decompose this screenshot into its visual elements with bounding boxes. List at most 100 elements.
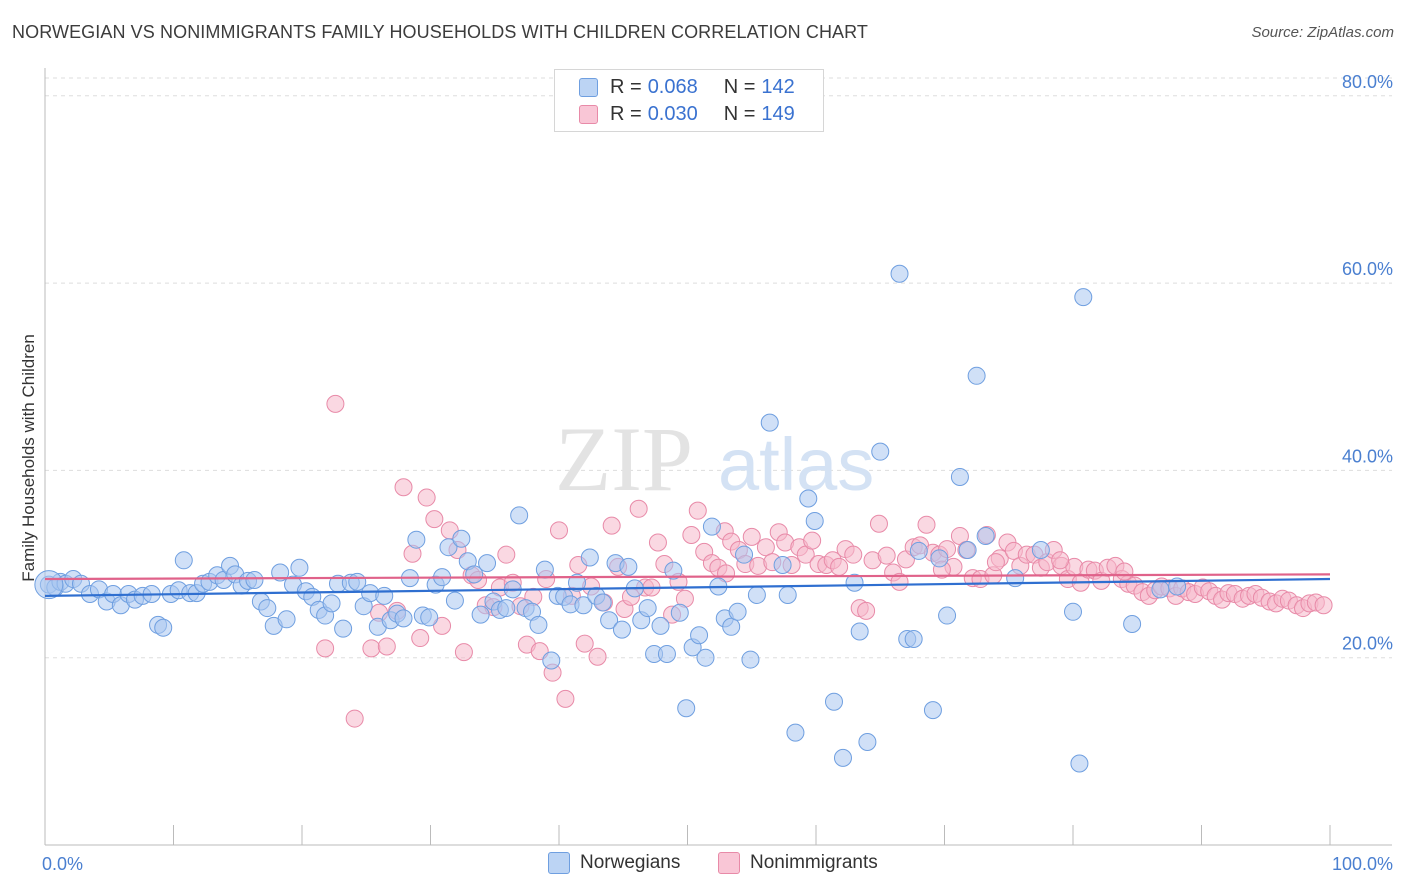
data-point-norwegians [760, 413, 779, 432]
legend-swatch-pink [579, 104, 598, 124]
data-point-norwegians [938, 606, 957, 625]
data-point-norwegians [950, 467, 969, 486]
series-legend: Norwegians Nonimmigrants [0, 852, 1406, 878]
data-point-nonimmigrants [394, 478, 413, 497]
data-point-nonimmigrants [917, 515, 936, 534]
data-point-nonimmigrants [857, 601, 876, 620]
legend-r-label: R = [610, 75, 642, 98]
legend-r-value: 0.030 [647, 102, 698, 125]
data-point-nonimmigrants [345, 709, 364, 728]
data-point-nonimmigrants [890, 572, 909, 591]
x-tick-label: 0.0% [42, 854, 83, 874]
data-point-nonimmigrants [588, 647, 607, 666]
data-point-nonimmigrants [877, 546, 896, 565]
data-point-norwegians [174, 551, 193, 570]
data-point-norwegians [1151, 580, 1170, 599]
data-point-nonimmigrants [575, 634, 594, 653]
data-point-nonimmigrants [602, 516, 621, 535]
data-point-norwegians [529, 615, 548, 634]
legend-label-nonimmigrants: Nonimmigrants [750, 852, 878, 873]
data-point-nonimmigrants [648, 533, 667, 552]
data-point-norwegians [452, 529, 471, 548]
data-point-norwegians [664, 561, 683, 580]
data-point-norwegians [580, 548, 599, 567]
data-point-nonimmigrants [682, 526, 701, 545]
data-point-norwegians [34, 570, 64, 600]
data-point-norwegians [904, 629, 923, 648]
legend-row-nonimmigrants: R = 0.030 N = 149 [579, 101, 795, 127]
data-point-norwegians [923, 701, 942, 720]
trend-lines [44, 573, 1331, 597]
data-point-norwegians [510, 506, 529, 525]
data-point-norwegians [967, 366, 986, 385]
data-point-nonimmigrants [830, 557, 849, 576]
x-tick-label: 100.0% [1332, 854, 1393, 874]
data-point-norwegians [690, 626, 709, 645]
data-point-nonimmigrants [1314, 596, 1333, 615]
data-point-nonimmigrants [556, 689, 575, 708]
data-point-nonimmigrants [986, 553, 1005, 572]
tick-labels: 20.0% 40.0% 60.0% 80.0% 0.0% 100.0% [42, 72, 1393, 874]
data-point-nonimmigrants [869, 514, 888, 533]
legend-label-norwegians: Norwegians [580, 852, 681, 873]
data-point-nonimmigrants [377, 637, 396, 656]
data-point-norwegians [271, 563, 290, 582]
data-point-norwegians [850, 622, 869, 641]
data-point-nonimmigrants [1115, 562, 1134, 581]
data-point-nonimmigrants [688, 501, 707, 520]
legend-r-label: R = [610, 102, 642, 125]
y-tick-label: 60.0% [1342, 259, 1393, 279]
data-point-norwegians [722, 617, 741, 636]
data-point-norwegians [465, 565, 484, 584]
legend-swatch-pink [718, 852, 740, 874]
data-point-nonimmigrants [844, 545, 863, 564]
data-point-norwegians [696, 648, 715, 667]
data-point-norwegians [497, 599, 516, 618]
data-point-norwegians [600, 611, 619, 630]
chart-title: NORWEGIAN VS NONIMMIGRANTS FAMILY HOUSEH… [12, 22, 869, 42]
data-point-norwegians [154, 618, 173, 637]
legend-n-label: N = [723, 102, 756, 125]
data-point-norwegians [930, 549, 949, 568]
watermark-atlas: atlas [718, 423, 874, 506]
data-point-norwegians [1168, 577, 1187, 596]
data-point-norwegians [1070, 754, 1089, 773]
watermark: ZIP atlas [555, 408, 874, 510]
data-point-norwegians [651, 616, 670, 635]
data-point-norwegians [471, 605, 490, 624]
axis-layer [44, 68, 1392, 846]
data-point-norwegians [799, 489, 818, 508]
data-point-norwegians [735, 545, 754, 564]
data-point-norwegians [747, 585, 766, 604]
data-point-nonimmigrants [316, 639, 335, 658]
data-point-norwegians [574, 596, 593, 615]
data-point-norwegians [858, 732, 877, 751]
data-point-norwegians [478, 554, 497, 573]
data-point-norwegians [909, 541, 928, 560]
data-point-norwegians [542, 651, 561, 670]
legend-n-label: N = [723, 75, 756, 98]
trend-line-nonimmigrants [44, 573, 1331, 581]
data-point-norwegians [1031, 541, 1050, 559]
data-point-nonimmigrants [454, 643, 473, 662]
data-point-norwegians [845, 573, 864, 592]
data-point-norwegians [871, 442, 890, 461]
watermark-zip: ZIP [555, 408, 693, 510]
legend-n-value: 149 [761, 102, 795, 125]
data-point-norwegians [258, 599, 277, 618]
legend-r-value: 0.068 [647, 75, 698, 98]
data-point-norwegians [407, 530, 426, 549]
y-axis-label: Family Households with Children [19, 334, 38, 582]
norwegians-points [34, 264, 1187, 773]
data-point-nonimmigrants [550, 521, 568, 540]
data-point-norwegians [958, 541, 977, 559]
data-point-norwegians [420, 608, 439, 627]
data-point-norwegians [778, 585, 797, 604]
data-point-nonimmigrants [411, 629, 430, 648]
data-point-norwegians [277, 610, 296, 629]
data-point-norwegians [890, 264, 909, 283]
legend-item-nonimmigrants: Nonimmigrants [718, 852, 878, 874]
data-point-norwegians [375, 586, 394, 605]
data-point-nonimmigrants [1051, 551, 1070, 570]
